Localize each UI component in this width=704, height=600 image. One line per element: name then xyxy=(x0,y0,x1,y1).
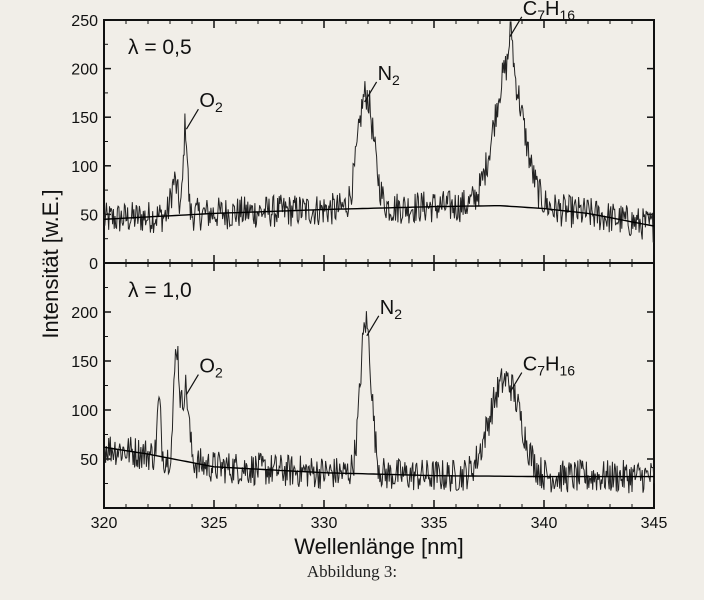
spectrum-chart: 0 50 100 150 200 250 λ = 0,5 O2 N2 C7H16 50 100 150 2… xyxy=(38,0,668,559)
x-tick-label: 325 xyxy=(201,515,228,532)
spectrum-line xyxy=(103,311,655,494)
annotation-leader xyxy=(509,372,523,393)
y-tick-label: 100 xyxy=(71,403,98,420)
panel-label: λ = 0,5 xyxy=(128,36,192,59)
peak-annotation: O2 xyxy=(199,90,223,115)
annotation-leader xyxy=(185,108,199,130)
x-tick-label: 320 xyxy=(91,515,118,532)
x-tick-label: 330 xyxy=(311,515,338,532)
y-tick-label: 0 xyxy=(89,256,98,273)
x-tick-label: 340 xyxy=(531,515,558,532)
y-tick-label: 50 xyxy=(80,452,98,469)
spectrum-line xyxy=(103,21,655,243)
peak-annotation: C7H16 xyxy=(523,0,575,23)
y-tick-label: 50 xyxy=(80,207,98,224)
y-axis-label: Intensität [w.E.] xyxy=(38,189,63,338)
y-tick-label: 150 xyxy=(71,110,98,127)
baseline-fit xyxy=(103,205,655,227)
x-tick-label: 335 xyxy=(421,515,448,532)
annotation-leader xyxy=(366,315,380,337)
figure-caption: Abbildung 3: xyxy=(306,562,398,581)
annotation-leader xyxy=(364,81,378,103)
x-tick-label: 345 xyxy=(641,515,668,532)
y-tick-label: 100 xyxy=(71,159,98,176)
annotation-leader xyxy=(509,16,523,38)
annotation-leader xyxy=(185,374,199,395)
panel-2: 50 100 150 200 λ = 1,0 O2 N2 C7H16 xyxy=(71,262,655,509)
peak-annotation: N2 xyxy=(378,63,400,88)
panel-label: λ = 1,0 xyxy=(128,279,192,302)
panel-1: 0 50 100 150 200 250 λ = 0,5 O2 N2 C7H16 xyxy=(71,0,655,273)
peak-annotation: N2 xyxy=(380,297,402,322)
peak-annotation: C7H16 xyxy=(523,354,575,379)
peak-annotation: O2 xyxy=(199,356,223,381)
y-tick-label: 200 xyxy=(71,62,98,79)
baseline-fit xyxy=(103,446,654,478)
x-axis-label: Wellenlänge [nm] xyxy=(294,534,464,559)
y-tick-label: 150 xyxy=(71,354,98,371)
y-tick-label: 250 xyxy=(71,13,98,30)
y-tick-label: 200 xyxy=(71,305,98,322)
